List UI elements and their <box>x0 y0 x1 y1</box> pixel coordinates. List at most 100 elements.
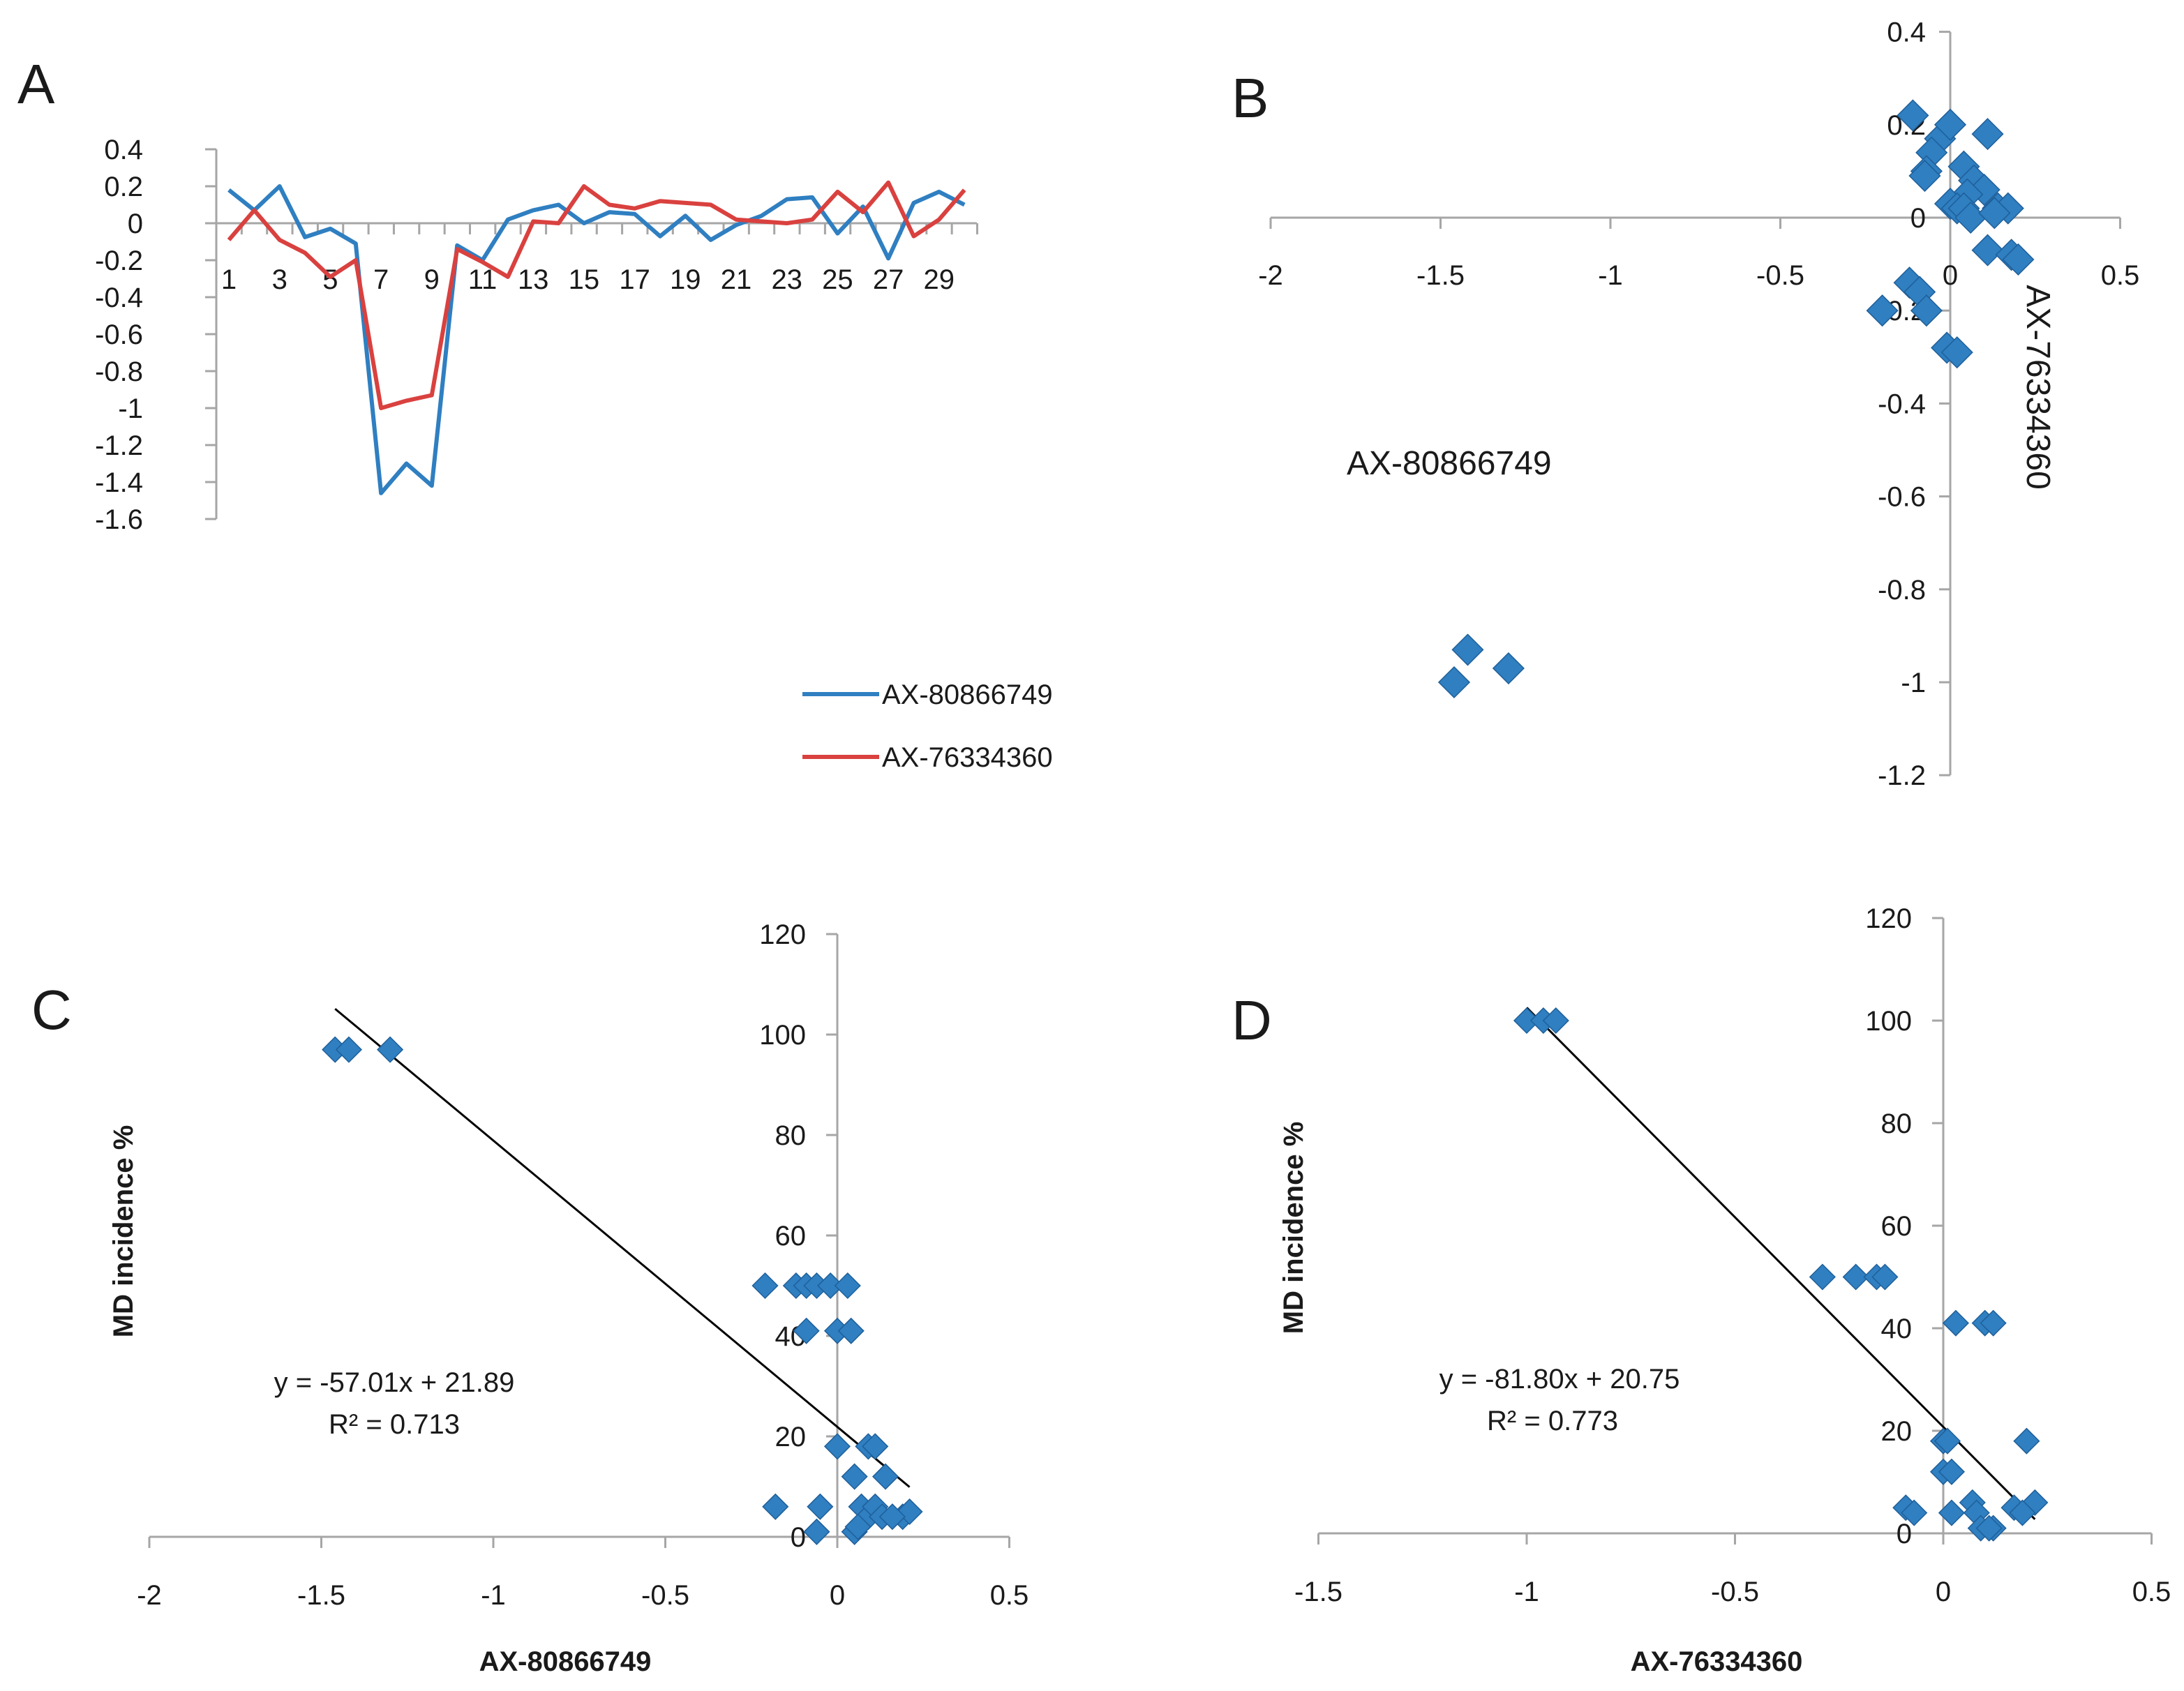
panel-c-y-tick-label: 80 <box>775 1120 807 1151</box>
panel-b-x-tick-label: 0.5 <box>2101 260 2140 291</box>
panel-c-y-tick-label: 120 <box>759 919 806 950</box>
panel-c-x-tick-label: 0.5 <box>990 1580 1029 1611</box>
panel-b-point <box>1897 99 1929 132</box>
panel-d-point <box>1980 1309 2007 1337</box>
panel-b-point <box>1437 666 1471 699</box>
panel-d-x-tick-label: 0 <box>1936 1577 1951 1607</box>
panel-c-point <box>793 1317 820 1344</box>
panel-c-x-tick-label: -2 <box>137 1580 162 1611</box>
panel-b-point <box>1978 197 2011 230</box>
panel-b-x-tick-label: -2 <box>1258 260 1283 291</box>
panel-a-x-tick-label: 7 <box>373 264 389 295</box>
panel-a-x-tick-label: 25 <box>822 264 853 295</box>
panel-d-point <box>1975 1515 2003 1542</box>
panel-c-axes <box>148 933 1010 1548</box>
panel-d-y-tick-label: 120 <box>1865 903 1912 934</box>
legend-label-ax-80866749: AX-80866749 <box>882 679 1053 710</box>
panel-b-x-axis-title: AX-80866749 <box>1347 445 1552 482</box>
panel-b-x-tick-label: 0 <box>1943 260 1958 291</box>
panel-c-y-tick-label: 100 <box>759 1020 806 1051</box>
panel-a-series-lines <box>227 180 966 495</box>
panel-c-trendline-group <box>334 1007 911 1488</box>
panel-d-y-tick-label: 0 <box>1897 1519 1912 1549</box>
panel-a-y-tick-label: -1.2 <box>95 430 143 461</box>
panel-a-x-tick-label: 21 <box>721 264 752 295</box>
panel-b-y-tick-label: -1 <box>1901 668 1926 698</box>
panel-a-y-tick-label: 0.2 <box>104 172 143 202</box>
panel-b-point <box>1971 234 2004 266</box>
panel-c-point <box>751 1272 779 1300</box>
panel-a-x-tick-label: 9 <box>424 264 440 295</box>
panel-d-point <box>1942 1309 1969 1337</box>
panel-a-x-tick-label: 19 <box>670 264 701 295</box>
panel-d-y-axis-title: MD incidence % <box>1278 1122 1309 1335</box>
panel-a-x-tick-label: 27 <box>873 264 904 295</box>
panel-b-point <box>1940 336 1973 369</box>
panel-d-equation: y = -81.80x + 20.75 <box>1439 1364 1680 1395</box>
panel-c-points <box>322 1036 923 1545</box>
panel-c-y-tick-label: 20 <box>775 1422 807 1452</box>
panel-c-y-tick-label: 0 <box>791 1522 806 1553</box>
panel-d-x-tick-label: -1.5 <box>1294 1577 1342 1607</box>
panel-d-point <box>1938 1499 1966 1526</box>
panel-d-point <box>1934 1427 1961 1455</box>
panel-a-x-tick-label: 29 <box>924 264 955 295</box>
panel-d-letter: D <box>1232 989 1272 1051</box>
panel-a-series-line-ax-80866749 <box>227 184 966 495</box>
panel-a-y-tick-label: -1 <box>118 393 143 424</box>
panel-b-x-tick-label: -0.5 <box>1756 260 1804 291</box>
panel-a-y-tick-label: -0.2 <box>95 246 143 276</box>
panel-d-y-tick-label: 80 <box>1881 1108 1913 1139</box>
panel-b-point <box>1910 294 1943 327</box>
panel-b-point <box>1971 118 2004 151</box>
panel-a-y-tick-label: 0.4 <box>104 135 143 165</box>
panel-a-x-tick-label: 17 <box>619 264 650 295</box>
panel-d-x-tick-label: 0.5 <box>2132 1577 2171 1607</box>
panel-b-letter: B <box>1232 67 1269 129</box>
panel-a-x-tick-label: 1 <box>221 264 237 295</box>
panel-b-point <box>1492 652 1525 685</box>
panel-b-x-tick-label: -1.5 <box>1416 260 1465 291</box>
panel-b-y-tick-label: 0 <box>1910 203 1926 234</box>
panel-d-scatter: -1.5 -1 -0.5 0 0.5 120 100 80 60 40 20 0 AX-7633436… <box>1278 903 2171 1677</box>
panel-d-y-tick-label: 40 <box>1881 1314 1913 1344</box>
panel-c-point <box>837 1317 865 1344</box>
panel-a-y-tick-label: 0 <box>128 209 143 239</box>
panel-b-point <box>1866 294 1899 327</box>
panel-b-y-tick-label: -0.8 <box>1878 575 1926 606</box>
panel-d-x-tick-label: -0.5 <box>1711 1577 1759 1607</box>
panel-b-y-tick-label: -0.6 <box>1878 482 1926 513</box>
panel-c-point <box>807 1493 834 1520</box>
panel-a-tick-labels: 0.40.20-0.2-0.4-0.6-0.8-1-1.2-1.4-1.61 3 5… <box>95 135 955 535</box>
panel-a-x-tick-label: 13 <box>518 264 549 295</box>
panel-a-x-tick-label: 3 <box>272 264 287 295</box>
panel-a-x-tick-label: 23 <box>771 264 802 295</box>
panel-b-point <box>2002 243 2035 276</box>
panel-c-point <box>878 1503 906 1531</box>
panel-d-tick-labels: -1.5 -1 -0.5 0 0.5 120 100 80 60 40 20 0 <box>1294 903 2171 1607</box>
legend-label-ax-76334360: AX-76334360 <box>882 742 1053 773</box>
panel-d-point <box>1901 1499 1928 1526</box>
panel-c-point <box>841 1463 868 1490</box>
panel-d-point <box>1809 1263 1836 1291</box>
panel-d-point <box>1542 1007 1569 1035</box>
panel-c-point <box>862 1433 889 1460</box>
panel-b-y-tick-label: -0.4 <box>1878 389 1926 419</box>
panel-a-y-tick-label: -0.6 <box>95 320 143 350</box>
panel-c-letter: C <box>31 979 72 1041</box>
panel-c-equation: y = -57.01x + 21.89 <box>274 1367 515 1398</box>
panel-d-point <box>2013 1427 2040 1455</box>
panel-b-y-tick-label: -1.2 <box>1878 760 1926 791</box>
panel-d-y-tick-label: 20 <box>1881 1416 1913 1447</box>
panel-d-r-squared: R² = 0.773 <box>1487 1406 1618 1436</box>
panel-b-point <box>1908 159 1941 193</box>
panel-c-point <box>377 1036 404 1063</box>
panel-d-y-tick-label: 60 <box>1881 1211 1913 1242</box>
panel-a-line-chart: 0.40.20-0.2-0.4-0.6-0.8-1-1.2-1.4-1.61 3 5… <box>95 135 1053 773</box>
panel-c-x-tick-label: -0.5 <box>641 1580 689 1611</box>
panel-b-tick-labels: -2 -1.5 -1 -0.5 0 0.50.40.20-0.2-0.4-0.6-0.8-… <box>1258 17 2139 792</box>
panel-c-x-tick-label: -1.5 <box>297 1580 345 1611</box>
